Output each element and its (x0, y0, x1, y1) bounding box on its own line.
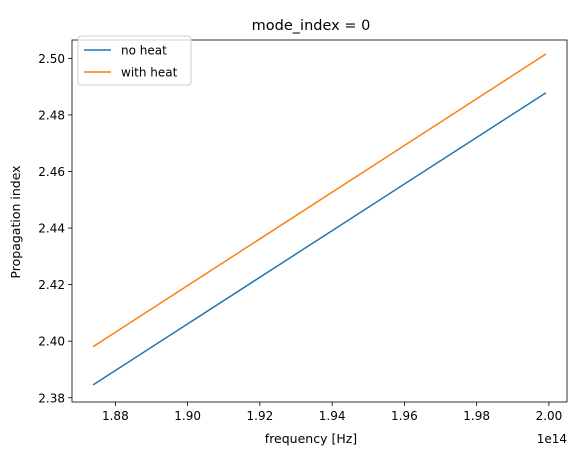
series-line-1 (92, 53, 547, 348)
chart-title: mode_index = 0 (252, 18, 371, 34)
x-tick-label: 1.88 (102, 409, 129, 423)
legend-label-1: with heat (121, 66, 178, 80)
x-tick-label: 2.00 (536, 409, 563, 423)
x-axis-label: frequency [Hz] (265, 431, 357, 446)
axes-frame (71, 39, 568, 403)
y-axis-label: Propagation index (8, 165, 23, 278)
series-line-0 (92, 92, 547, 386)
legend-label-0: no heat (121, 44, 167, 58)
y-tick-label: 2.40 (38, 335, 65, 349)
x-tick-label: 1.96 (391, 409, 418, 423)
y-tick-label: 2.46 (38, 165, 65, 179)
y-tick-label: 2.50 (38, 52, 65, 66)
legend: no heat with heat (77, 35, 192, 86)
x-tick-label: 1.98 (463, 409, 490, 423)
y-tick-label: 2.44 (38, 222, 65, 236)
y-tick-label: 2.42 (38, 278, 65, 292)
y-tick-label: 2.48 (38, 108, 65, 122)
y-tick-label: 2.38 (38, 391, 65, 405)
plot-area: 1.88 1.90 1.92 1.94 1.96 1.98 2.00 2.38 2.40 2.42… (38, 39, 568, 423)
x-tick-label: 1.92 (247, 409, 274, 423)
x-tick-label: 1.90 (174, 409, 201, 423)
x-tick-label: 1.94 (319, 409, 346, 423)
x-offset-label: 1e14 (537, 432, 567, 446)
